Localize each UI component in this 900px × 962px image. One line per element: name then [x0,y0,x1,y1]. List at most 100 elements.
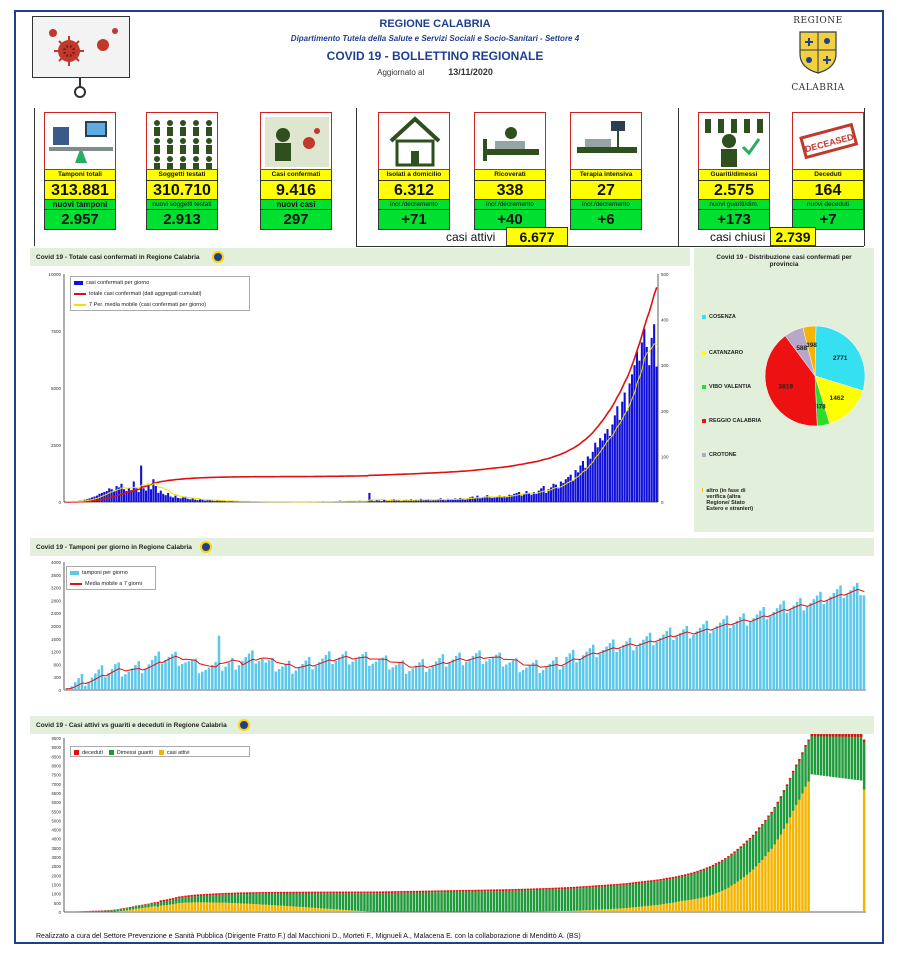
person-head [167,156,173,162]
recovered-bar [138,905,141,909]
recovered-bar [560,889,564,912]
swab-bar [201,671,204,690]
deceased-bar [181,896,184,898]
person-head [180,156,186,162]
swab-bar [722,619,725,690]
swab-bar [685,625,689,690]
recovered-bar [474,891,477,912]
active-bar [690,899,693,912]
active-bar [576,910,579,912]
daily-bar [417,500,420,502]
active-bar [640,906,644,912]
swab-bar [471,655,475,690]
recovered-bar [329,893,332,909]
deceased-bar [122,908,126,909]
swab-bar [147,664,151,690]
swab-bar [421,659,425,690]
deceased-bar [150,902,153,904]
swab-bar [622,644,625,690]
deceased-bar [261,892,264,894]
swab-bar [384,655,388,690]
daily-bar [405,499,408,502]
y-tick-label: 4000 [51,560,62,565]
daily-bar [402,500,405,502]
card-sublabel: nuovi deceduti [792,200,864,210]
recovered-bar [390,892,394,912]
recovered-bar [532,890,536,912]
swab-bar [441,654,445,690]
right-tick-label: 400 [661,318,669,323]
recovered-bar [153,903,156,907]
recovered-bar [212,895,215,903]
recovered-bar [332,893,335,910]
recovered-bar [369,893,372,912]
swab-bar [749,621,752,690]
swab-bar [491,656,495,690]
swab-bar [695,631,699,690]
cumulative-line [65,287,658,503]
left-tick-label: 0 [58,500,61,505]
recovered-bar [147,904,150,908]
deceased-bar [449,890,453,892]
card-value: 310.710 [146,181,218,200]
swab-bar [538,673,542,690]
swab-bar [150,660,154,690]
deceased-bar [782,790,786,792]
recovered-bar [279,893,283,906]
y-tick-label: 7000 [51,782,61,787]
deceased-bar [495,889,499,892]
card-value: 6.312 [378,181,450,200]
swab-bar [177,665,181,690]
recovered-bar [832,734,835,778]
recovered-bar [816,734,820,776]
card-sublabel: incr./decremento [570,200,642,210]
active-bar [150,906,153,912]
swab-bar [154,655,157,690]
active-bar [323,908,326,912]
recovered-bar [357,893,360,911]
deceased-bar [646,880,650,883]
daily-bar [525,491,528,502]
deceased-bar [613,884,616,886]
active-bar [307,907,311,912]
recovered-bar [313,893,317,908]
recovered-bar [684,876,687,901]
swab-bar [765,619,769,690]
swab-bar [852,586,856,690]
y-tick-label: 8000 [51,763,61,768]
recovered-bar [483,891,486,912]
card-delta: +173 [698,210,770,230]
recovered-bar [640,883,644,907]
deceased-bar [187,895,190,898]
swab-bar [314,665,318,690]
recovered-bar [446,891,449,912]
recovered-icon [698,112,770,170]
active-bar [625,907,628,912]
recovered-bar [304,893,308,908]
recovered-bar [696,872,699,899]
daily-bar [157,492,160,502]
active-bar [279,905,283,912]
daily-bar [606,429,609,502]
virus-board-logo [32,16,130,78]
daily-bar [532,491,535,502]
recovered-bar [196,896,200,903]
deceased-bar [215,893,218,896]
door-shape [411,151,419,165]
active-bar [199,902,203,912]
recovered-bar [674,878,678,903]
swab-bar [662,634,665,690]
person-body [154,145,160,154]
deceased-bar [551,887,554,890]
deceased-bar [196,894,200,897]
patient-head [505,127,517,139]
swab-bar [535,659,538,690]
swab-bar [207,667,211,690]
deceased-bar [816,734,820,737]
swab-bar [615,651,618,690]
deceased-bar [656,879,659,882]
moving-average-line [65,343,657,503]
recovered-bar [576,888,579,911]
crest-top-text: REGIONE [793,16,843,26]
legend-item: tamponi per giorno [67,567,155,578]
